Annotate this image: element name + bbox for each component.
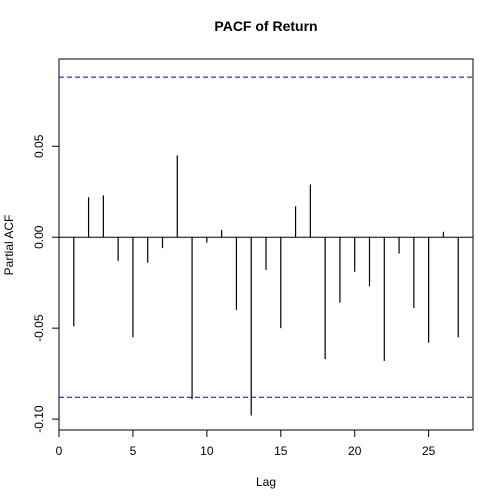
y-tick-label: 0.00 xyxy=(32,225,46,249)
x-tick-label: 15 xyxy=(274,444,288,458)
x-tick-label: 20 xyxy=(348,444,362,458)
x-tick-label: 5 xyxy=(130,444,137,458)
pacf-bars xyxy=(73,155,459,416)
x-axis-label: Lag xyxy=(256,475,276,489)
x-axis: 0 5 10 15 20 25 xyxy=(56,429,436,458)
x-tick-label: 10 xyxy=(200,444,214,458)
y-axis-label: Partial ACF xyxy=(2,215,16,276)
y-tick-label: 0.05 xyxy=(32,134,46,158)
y-axis: -0.10 -0.05 0.00 0.05 xyxy=(32,134,60,433)
y-tick-label: -0.05 xyxy=(32,314,46,342)
confidence-bounds xyxy=(59,76,473,398)
y-tick-label: -0.10 xyxy=(32,405,46,433)
x-tick-label: 0 xyxy=(56,444,63,458)
x-tick-label: 25 xyxy=(422,444,436,458)
chart-title: PACF of Return xyxy=(214,18,317,34)
